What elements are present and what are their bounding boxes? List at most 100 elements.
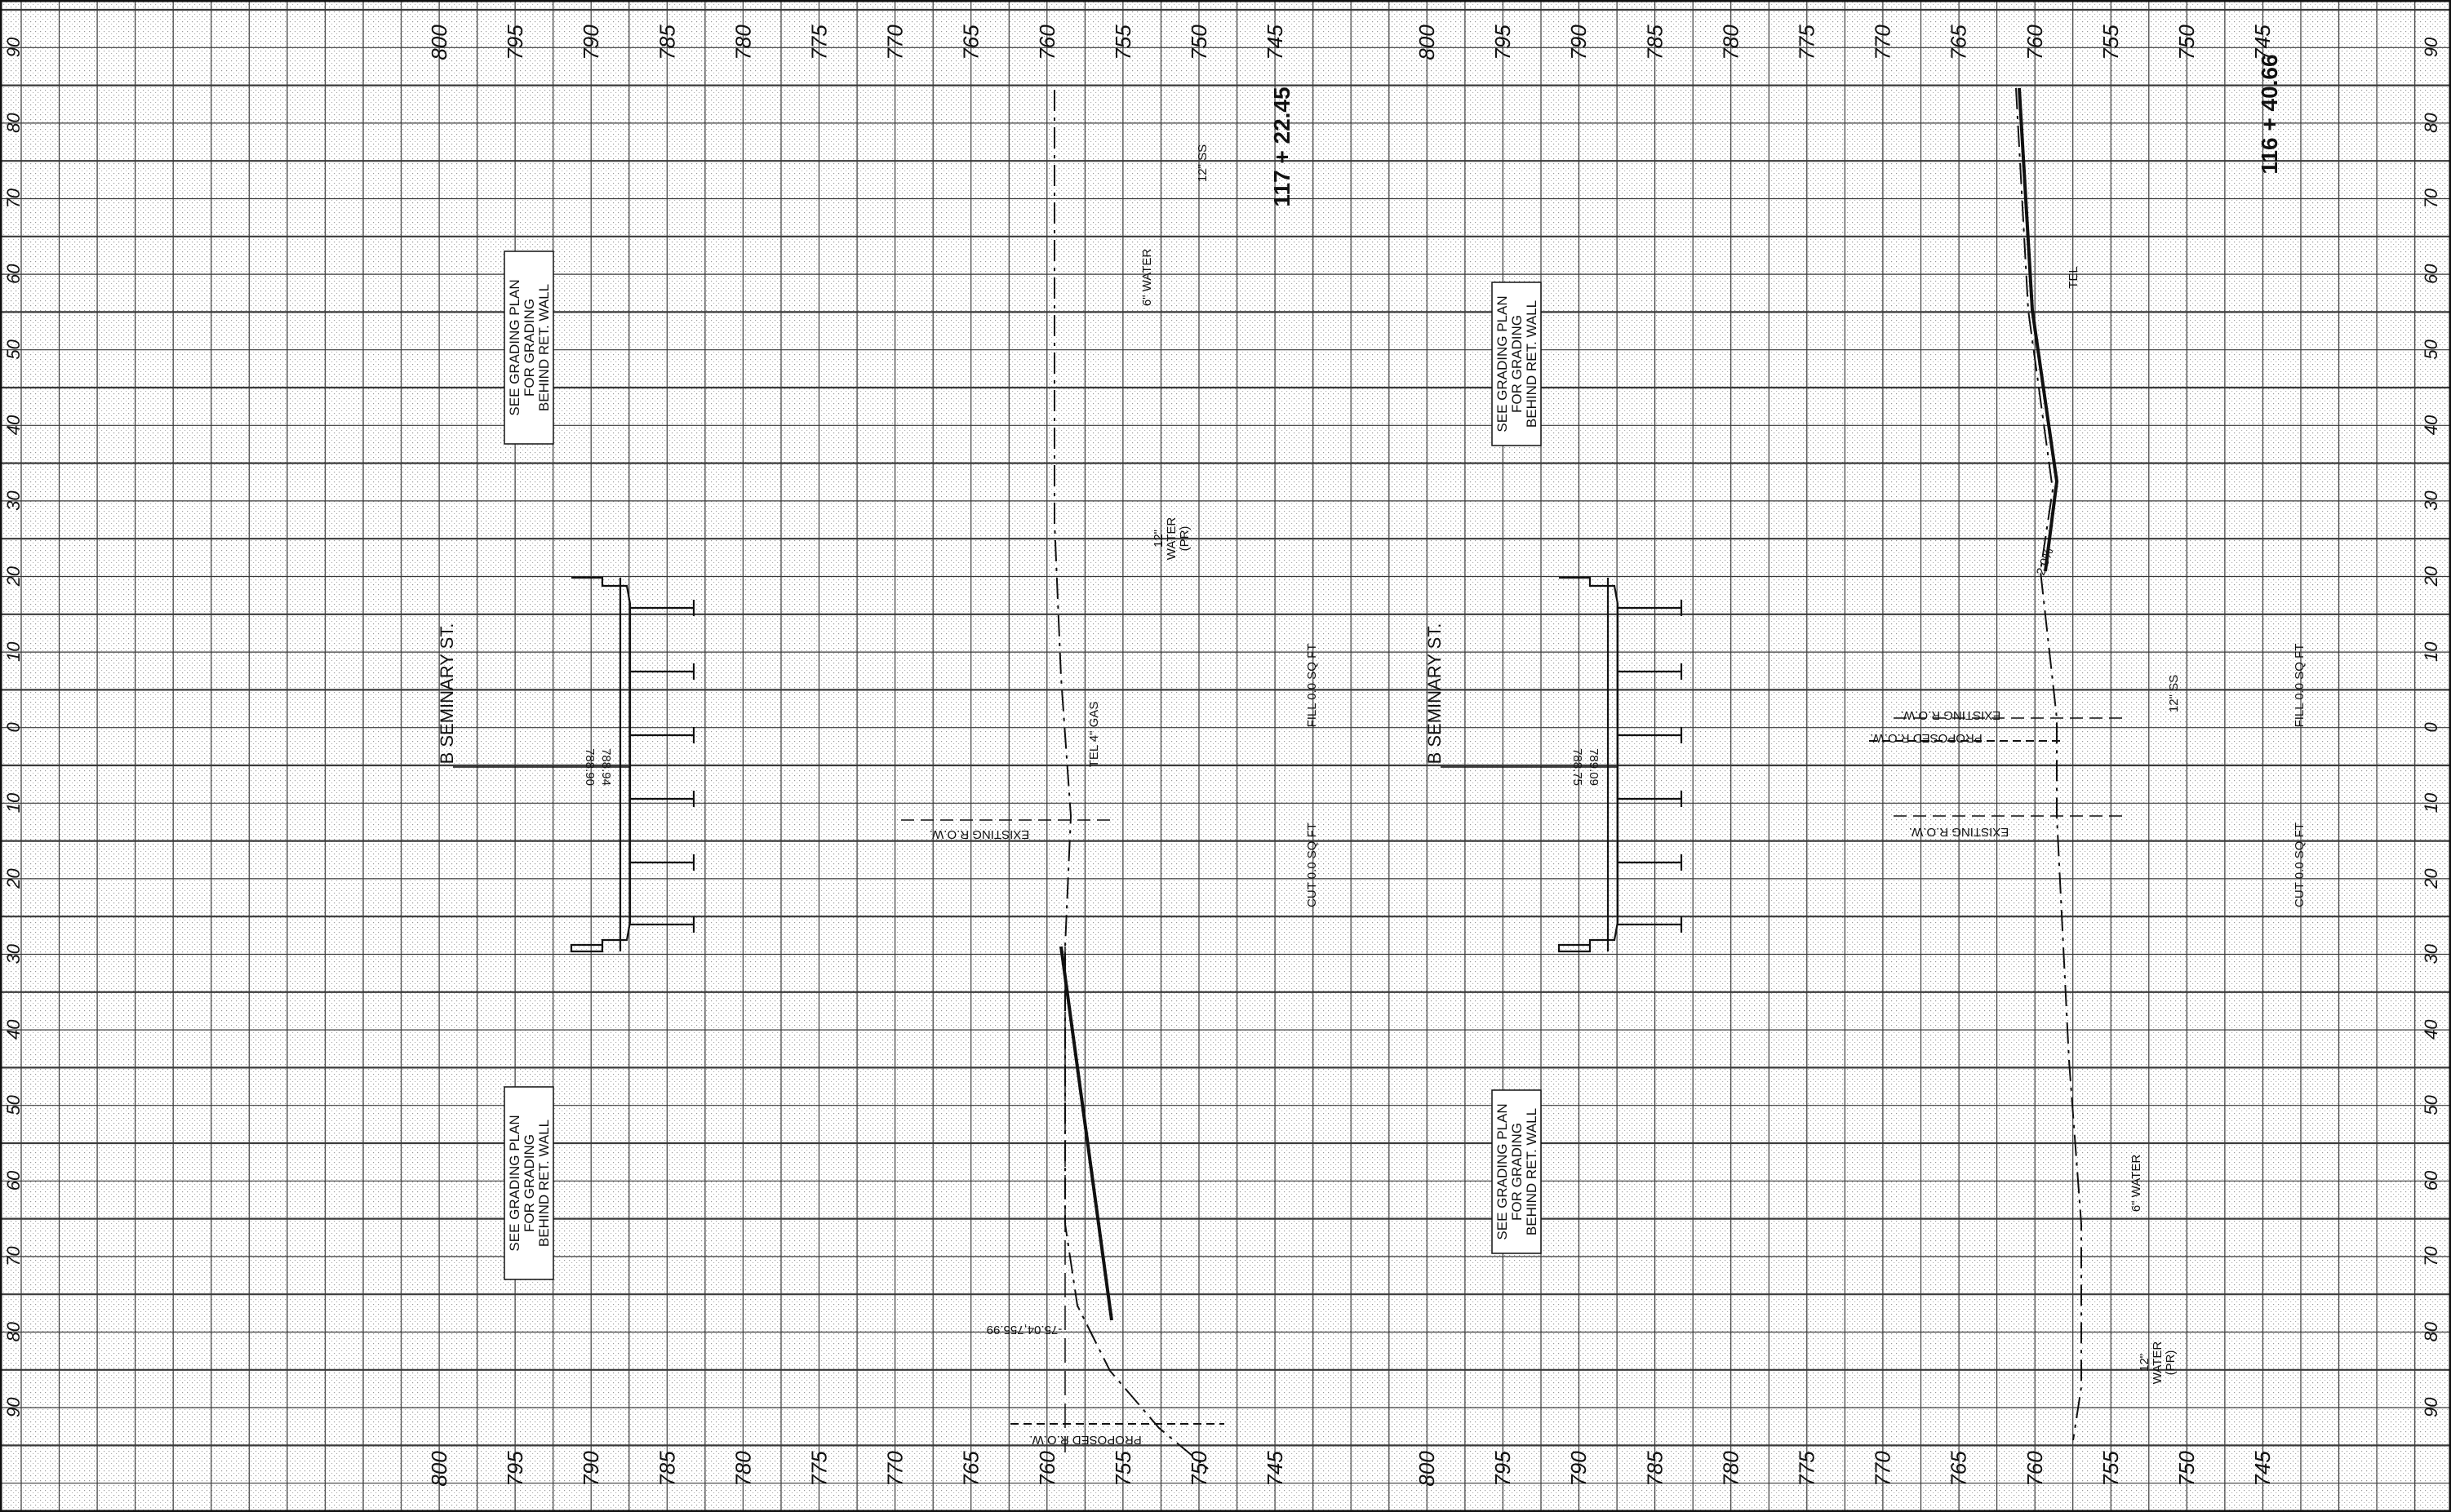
elevation-tick-label: 790 (579, 24, 603, 60)
offset-tick-label: 0 (2421, 722, 2441, 733)
left-existing-ground (1054, 90, 1209, 1470)
offset-tick-label: 50 (3, 1094, 24, 1115)
elevation-tick-label: 750 (2174, 1451, 2199, 1487)
offset-tick-label: 10 (3, 641, 24, 662)
offset-tick-label: 40 (3, 1019, 24, 1040)
offset-tick-label: 60 (2421, 264, 2441, 284)
left-utility-ss: 12" SS (1196, 144, 1210, 182)
left-utility-water-mid-2: WATER (1165, 517, 1179, 561)
left-utility-water-top: 6" WATER (1140, 249, 1154, 306)
elevation-tick-label: 800 (1414, 24, 1439, 60)
offset-tick-label: 80 (2421, 113, 2441, 133)
left-note-top-2: FOR GRADING (522, 299, 537, 397)
offset-tick-label: 10 (2421, 792, 2441, 813)
left-existing-row-label: EXISTING R.O.W. (930, 827, 1030, 841)
elevation-tick-label: 775 (1795, 24, 1819, 60)
left-note-top-1: SEE GRADING PLAN (507, 279, 522, 415)
offset-tick-label: 40 (2421, 415, 2441, 435)
offset-tick-label: 70 (2421, 188, 2441, 208)
elevation-tick-label: 780 (730, 24, 755, 60)
elevation-tick-label: 785 (655, 24, 679, 60)
offset-tick-label: 70 (2421, 1246, 2441, 1266)
right-utility-water-bottom: 6" WATER (2129, 1155, 2143, 1212)
elevation-tick-label: 745 (2250, 1451, 2275, 1487)
left-note-box-top (504, 251, 554, 445)
elevation-tick-label: 780 (730, 1451, 755, 1487)
offset-tick-label: 60 (2421, 1170, 2441, 1191)
right-proposed-row-label: PROPOSED R.O.W. (1870, 731, 1983, 745)
right-fill-label: FILL 0.0 SQ FT (2293, 644, 2307, 728)
right-utility-water-low-3: (PR) (2164, 1350, 2178, 1376)
elevation-tick-label: 745 (1263, 1451, 1287, 1487)
offset-tick-label: 50 (2421, 1094, 2441, 1115)
right-note-bottom-1: SEE GRADING PLAN (1494, 1103, 1510, 1239)
right-utility-tel: TEL (2067, 266, 2080, 289)
right-elev-top: 789.09 (1587, 748, 1601, 786)
left-street-label: B SEMINARY ST. (437, 623, 457, 765)
offset-tick-label: 80 (3, 1321, 24, 1341)
elevation-tick-label: 765 (959, 24, 984, 60)
offset-tick-label: 20 (3, 868, 24, 889)
elevation-tick-label: 745 (2250, 24, 2275, 60)
right-cut-label: CUT 0.0 SQ FT (2293, 823, 2307, 907)
elevation-tick-label: 780 (1718, 1451, 1743, 1487)
elevation-tick-label: 755 (2098, 1451, 2123, 1487)
elevation-tick-label: 765 (1947, 24, 1971, 60)
offset-tick-label: 90 (3, 1397, 24, 1417)
left-fill-label: FILL 0.0 SQ FT (1305, 644, 1319, 728)
elevation-tick-label: 785 (1642, 1451, 1667, 1487)
elevation-tick-label: 745 (1263, 24, 1287, 60)
left-utility-water-mid-1: 12" (1152, 530, 1166, 548)
left-wall-structure (570, 576, 695, 953)
elevation-tick-label: 755 (1111, 24, 1135, 60)
elevation-tick-label: 770 (883, 24, 908, 60)
right-wall-structure (1557, 576, 1683, 953)
offset-tick-label: 90 (2421, 1397, 2441, 1417)
elevation-tick-label: 790 (1566, 24, 1591, 60)
left-utility-gas: TEL 4" GAS (1087, 702, 1101, 768)
elevation-tick-label: 755 (1111, 1451, 1135, 1487)
elevation-tick-label: 750 (1187, 24, 1211, 60)
offset-tick-label: 0 (3, 722, 24, 733)
left-note-box-bottom (504, 1086, 554, 1280)
elevation-tick-label: 800 (427, 24, 451, 60)
elevation-tick-label: 760 (2023, 24, 2047, 60)
offset-tick-label: 80 (3, 113, 24, 133)
right-street-label: B SEMINARY ST. (1424, 623, 1445, 765)
elevation-tick-label: 795 (1490, 1451, 1515, 1487)
offset-tick-label: 40 (2421, 1019, 2441, 1040)
right-note-top-3: BEHIND RET. WALL (1524, 300, 1539, 428)
right-note-bottom-2: FOR GRADING (1509, 1123, 1525, 1221)
offset-tick-label: 30 (3, 490, 24, 511)
left-elev-bottom: 788.90 (583, 748, 597, 786)
offset-tick-label: 90 (2421, 37, 2441, 57)
elevation-tick-label: 760 (2023, 1451, 2047, 1487)
offset-tick-label: 20 (2421, 565, 2441, 587)
right-utility-ss: 12" SS (2167, 675, 2181, 712)
axis-labels: 8008007957957907907857857807807757757707… (3, 24, 2441, 1487)
right-note-bottom-3: BEHIND RET. WALL (1524, 1108, 1539, 1235)
right-station-label: 116 + 40.66 (2257, 54, 2282, 174)
right-existing-row-top-label: EXISTING R.O.W. (1901, 708, 2001, 722)
left-proposed-ground (1059, 946, 1113, 1321)
elevation-tick-label: 770 (1871, 1451, 1895, 1487)
right-utility-water-low-2: WATER (2151, 1341, 2165, 1385)
offset-tick-label: 20 (2421, 868, 2441, 889)
offset-tick-label: 10 (2421, 641, 2441, 662)
offset-tick-label: 70 (3, 1246, 24, 1266)
offset-tick-label: 10 (3, 792, 24, 813)
right-note-box-top (1491, 282, 1542, 446)
elevation-tick-label: 795 (503, 24, 527, 60)
elevation-tick-label: 775 (807, 1451, 832, 1487)
offset-tick-label: 70 (3, 188, 24, 208)
right-note-top-1: SEE GRADING PLAN (1494, 295, 1510, 432)
offset-tick-label: 80 (2421, 1321, 2441, 1341)
elevation-tick-label: 775 (807, 24, 832, 60)
elevation-tick-label: 790 (1566, 1451, 1591, 1487)
offset-tick-label: 30 (2421, 943, 2441, 964)
offset-tick-label: 60 (3, 264, 24, 284)
elevation-tick-label: 750 (2174, 24, 2199, 60)
